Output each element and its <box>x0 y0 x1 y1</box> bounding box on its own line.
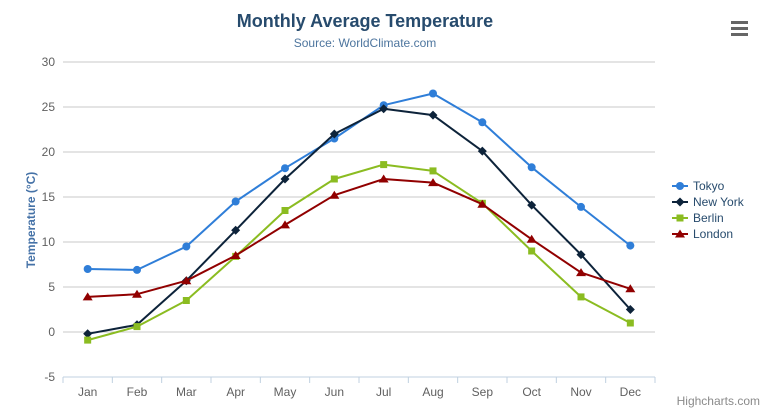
data-point-berlin[interactable] <box>84 336 92 344</box>
y-tick-label: 20 <box>42 145 56 159</box>
data-point-london[interactable] <box>280 220 290 229</box>
series-line-berlin <box>86 163 632 342</box>
x-category-label: Nov <box>570 385 591 399</box>
data-point-berlin[interactable] <box>528 247 536 255</box>
data-point-new-york[interactable] <box>329 129 339 139</box>
data-point-berlin[interactable] <box>380 161 388 169</box>
x-category-label: May <box>274 385 297 399</box>
y-axis-title: Temperature (°C) <box>24 171 38 269</box>
y-tick-label: 30 <box>42 55 56 69</box>
data-point-tokyo[interactable] <box>527 163 536 172</box>
x-category-label: Jul <box>376 385 391 399</box>
legend: Tokyo New York Berlin London <box>672 178 744 242</box>
data-point-london[interactable] <box>576 268 586 277</box>
hamburger-icon <box>731 21 748 24</box>
data-point-berlin[interactable] <box>626 319 634 327</box>
data-point-london[interactable] <box>230 251 241 259</box>
x-category-label: Oct <box>522 385 541 399</box>
data-point-berlin[interactable] <box>281 207 289 214</box>
legend-triangle-icon <box>672 229 688 238</box>
y-tick-label: 5 <box>48 280 55 294</box>
data-point-berlin[interactable] <box>429 167 437 175</box>
legend-circle-icon <box>676 182 684 190</box>
x-category-label: Aug <box>422 385 443 399</box>
data-point-new-york[interactable] <box>428 110 438 120</box>
chart-title: Monthly Average Temperature <box>236 11 494 31</box>
data-point-berlin[interactable] <box>182 297 190 304</box>
data-point-tokyo[interactable] <box>577 202 585 211</box>
data-point-tokyo[interactable] <box>478 118 487 127</box>
data-point-berlin[interactable] <box>577 293 585 301</box>
data-point-new-york[interactable] <box>83 329 93 339</box>
legend-diamond-icon <box>675 197 685 207</box>
data-point-tokyo[interactable] <box>281 164 289 173</box>
y-tick-label: -5 <box>44 370 55 384</box>
data-point-tokyo[interactable] <box>626 241 635 250</box>
x-category-label: Jan <box>78 385 97 399</box>
data-point-new-york[interactable] <box>231 225 241 235</box>
data-point-new-york[interactable] <box>379 104 389 114</box>
legend-item-berlin[interactable]: Berlin <box>672 210 744 226</box>
legend-label: New York <box>693 195 744 209</box>
data-point-london[interactable] <box>329 190 340 199</box>
data-point-new-york[interactable] <box>576 250 586 260</box>
y-tick-label: 15 <box>42 190 56 204</box>
series-line-london <box>86 178 632 298</box>
data-point-london[interactable] <box>132 289 142 298</box>
y-tick-label: 0 <box>48 325 55 339</box>
y-tick-label: 25 <box>42 100 56 114</box>
series-line-new-york <box>86 107 632 335</box>
data-point-tokyo[interactable] <box>83 265 92 273</box>
legend-circle-icon <box>672 182 688 190</box>
data-point-tokyo[interactable] <box>429 89 437 98</box>
x-category-label: Feb <box>127 385 148 399</box>
hamburger-icon <box>731 33 748 36</box>
data-point-tokyo[interactable] <box>231 197 240 206</box>
data-point-london[interactable] <box>526 234 537 243</box>
data-point-tokyo[interactable] <box>182 242 191 251</box>
x-category-label: Sep <box>472 385 494 399</box>
legend-item-new-york[interactable]: New York <box>672 194 744 210</box>
x-category-label: Dec <box>620 385 641 399</box>
data-point-london[interactable] <box>378 174 389 183</box>
legend-square-icon <box>676 214 684 222</box>
data-point-tokyo[interactable] <box>133 265 141 274</box>
legend-label: Berlin <box>693 211 724 225</box>
legend-item-london[interactable]: London <box>672 226 744 242</box>
legend-item-tokyo[interactable]: Tokyo <box>672 178 744 194</box>
legend-square-icon <box>672 214 688 222</box>
x-category-label: Apr <box>226 385 245 399</box>
legend-triangle-icon <box>675 229 685 238</box>
data-point-new-york[interactable] <box>280 174 290 184</box>
data-point-london[interactable] <box>181 276 192 285</box>
data-point-london[interactable] <box>82 292 93 301</box>
data-point-new-york[interactable] <box>527 200 537 210</box>
data-point-berlin[interactable] <box>133 323 141 331</box>
hamburger-icon <box>731 27 748 30</box>
legend-label: London <box>693 227 734 241</box>
legend-label: Tokyo <box>693 179 725 193</box>
data-point-london[interactable] <box>477 199 488 208</box>
legend-diamond-icon <box>672 197 688 207</box>
credits-link[interactable]: Highcharts.com <box>676 394 760 408</box>
x-category-label: Jun <box>325 385 344 399</box>
context-menu-button[interactable] <box>731 20 748 37</box>
data-point-london[interactable] <box>428 178 438 187</box>
data-point-new-york[interactable] <box>625 305 635 314</box>
data-point-new-york[interactable] <box>477 146 487 156</box>
data-point-berlin[interactable] <box>330 175 338 183</box>
chart-subtitle: Source: WorldClimate.com <box>293 36 437 50</box>
data-point-london[interactable] <box>625 284 636 293</box>
x-category-label: Mar <box>176 385 197 399</box>
y-tick-label: 10 <box>42 235 56 249</box>
series-line-tokyo <box>86 92 632 271</box>
